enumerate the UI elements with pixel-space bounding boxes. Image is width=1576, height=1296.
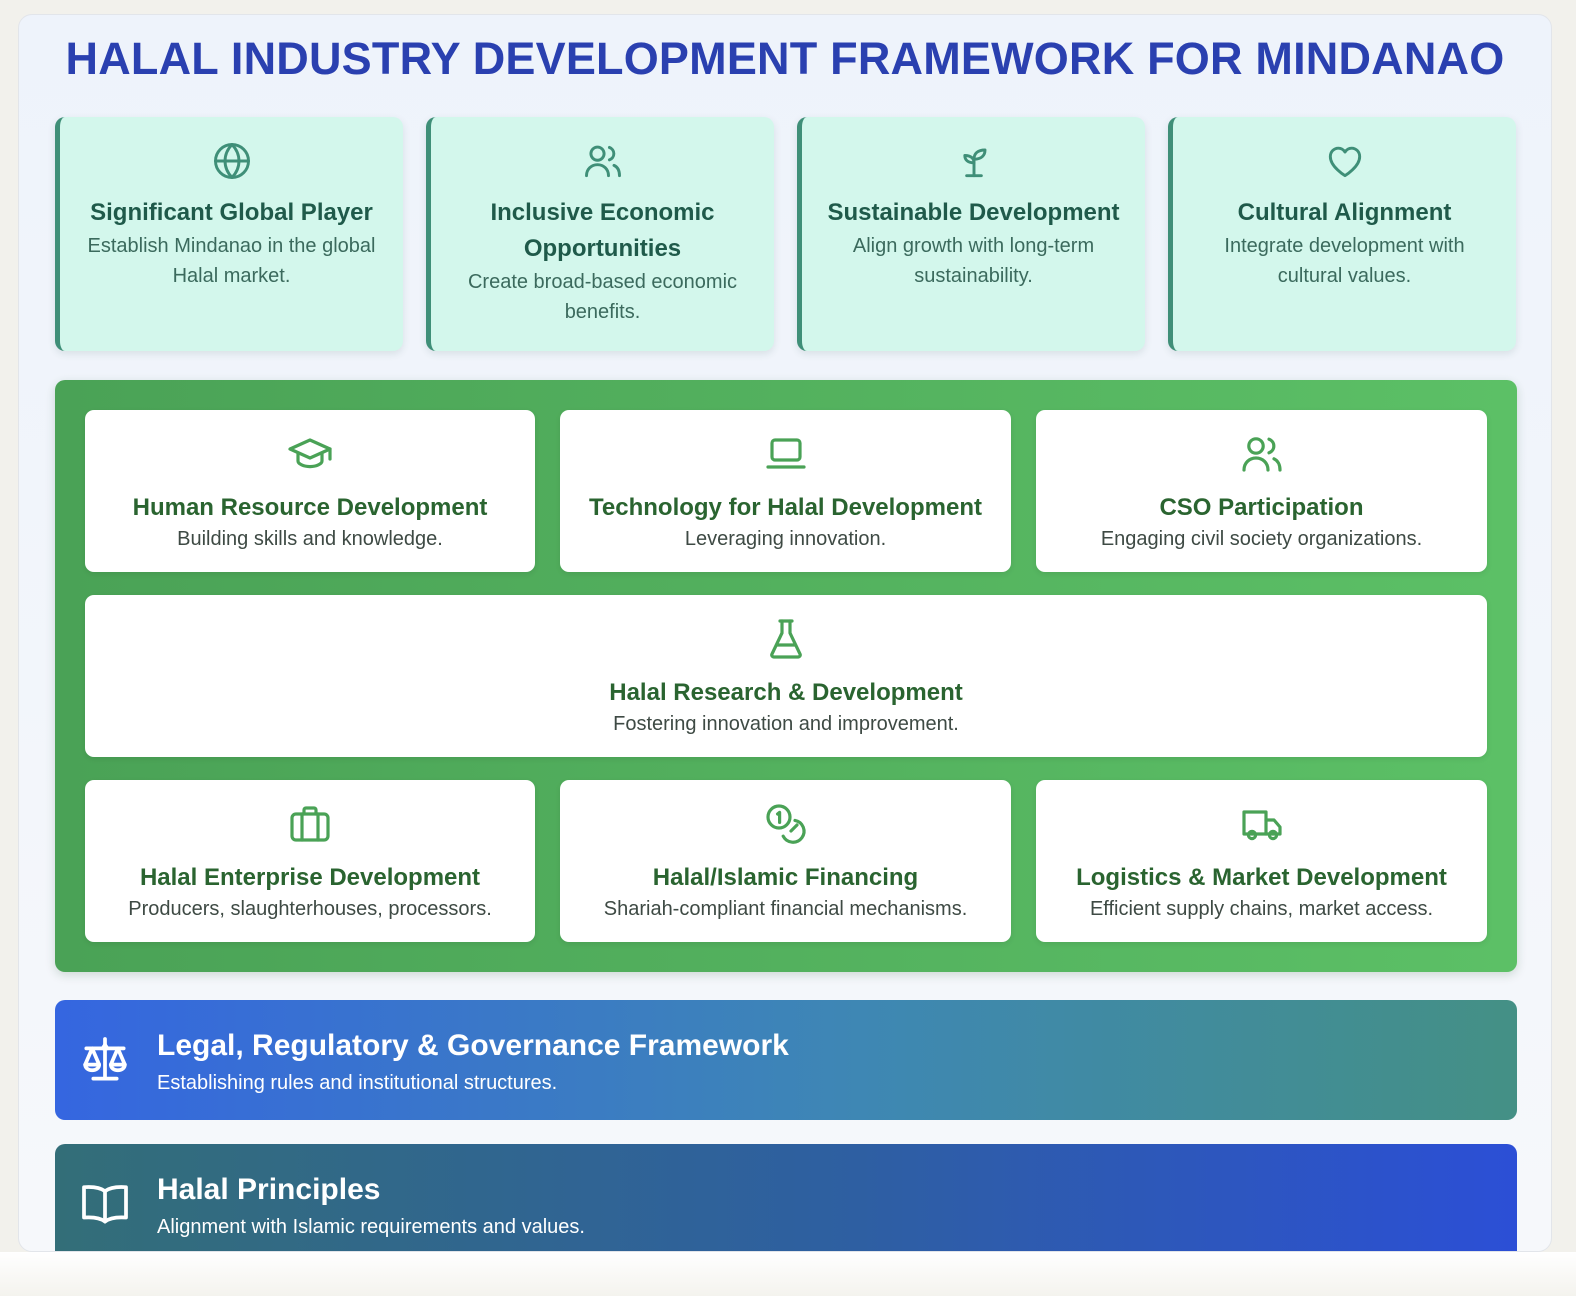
goal-title: Sustainable Development <box>827 199 1120 226</box>
pillar-card-cso: CSO Participation Engaging civil society… <box>1036 410 1487 572</box>
pillar-description: Fostering innovation and improvement. <box>613 713 959 735</box>
pillar-description: Producers, slaughterhouses, processors. <box>128 898 492 920</box>
banner-title: Legal, Regulatory & Governance Framework <box>157 1029 789 1062</box>
pillar-card-human-resource: Human Resource Development Building skil… <box>85 410 535 572</box>
pillar-title: Logistics & Market Development <box>1076 864 1447 891</box>
users-icon <box>1241 437 1282 472</box>
halal-principles-banner: Halal Principles Alignment with Islamic … <box>55 1144 1517 1251</box>
pillar-description: Engaging civil society organizations. <box>1100 528 1423 550</box>
pillar-description: Efficient supply chains, market access. <box>1089 898 1434 920</box>
pillar-description: Leveraging innovation. <box>684 528 887 550</box>
truck-icon <box>1241 810 1282 841</box>
globe-icon <box>213 143 250 179</box>
banner-description: Alignment with Islamic requirements and … <box>157 1216 585 1238</box>
banner-description: Establishing rules and institutional str… <box>157 1072 558 1094</box>
goal-card-sustainable: Sustainable Development Align growth wit… <box>797 117 1145 351</box>
pillar-description: Shariah-compliant financial mechanisms. <box>603 898 968 920</box>
window-bottom-edge <box>0 1252 1576 1296</box>
pillar-title: Halal Enterprise Development <box>139 864 481 891</box>
pillar-title: CSO Participation <box>1159 494 1364 521</box>
goal-description: Establish Mindanao in the global Halal m… <box>87 235 376 287</box>
pillar-title: Technology for Halal Development <box>589 494 982 521</box>
pillar-card-logistics: Logistics & Market Development Efficient… <box>1036 780 1487 942</box>
briefcase-icon <box>290 806 330 842</box>
page-title: HALAL INDUSTRY DEVELOPMENT FRAMEWORK FOR… <box>65 33 1505 84</box>
scale-icon <box>83 1037 127 1081</box>
goal-description: Align growth with long-term sustainabili… <box>852 235 1095 287</box>
banner-title: Halal Principles <box>157 1173 381 1206</box>
framework-container: HALAL INDUSTRY DEVELOPMENT FRAMEWORK FOR… <box>18 14 1552 1252</box>
pillar-card-technology: Technology for Halal Development Leverag… <box>560 410 1011 572</box>
laptop-icon <box>765 438 806 469</box>
graduation-cap-icon <box>288 438 332 469</box>
goal-title: Significant Global Player <box>90 199 373 226</box>
pillar-card-financing: Halal/Islamic Financing Shariah-complian… <box>560 780 1011 942</box>
goal-title: Inclusive Economic Opportunities <box>490 199 715 262</box>
pillar-card-research: Halal Research & Development Fostering i… <box>85 595 1487 757</box>
sprout-icon <box>962 148 986 178</box>
goals-row: Significant Global Player Establish Mind… <box>55 117 1517 351</box>
book-icon <box>82 1185 128 1224</box>
legal-framework-banner: Legal, Regulatory & Governance Framework… <box>55 1000 1517 1120</box>
pillar-title: Halal Research & Development <box>609 679 963 706</box>
goal-description: Create broad-based economic benefits. <box>467 271 738 323</box>
goal-description: Integrate development with cultural valu… <box>1224 235 1465 287</box>
pillar-card-enterprise: Halal Enterprise Development Producers, … <box>85 780 535 942</box>
pillar-title: Human Resource Development <box>132 494 488 521</box>
goal-title: Cultural Alignment <box>1237 199 1452 226</box>
pillar-title: Halal/Islamic Financing <box>652 864 919 891</box>
goal-card-inclusive-economic: Inclusive Economic Opportunities Create … <box>426 117 774 351</box>
goal-card-cultural: Cultural Alignment Integrate development… <box>1168 117 1516 351</box>
pillar-description: Building skills and knowledge. <box>177 528 443 550</box>
goal-card-global-player: Significant Global Player Establish Mind… <box>55 117 403 351</box>
pillars-panel: Human Resource Development Building skil… <box>55 380 1517 972</box>
coins-icon <box>765 804 806 844</box>
flask-icon <box>770 619 802 659</box>
heart-icon <box>1328 146 1361 178</box>
users-icon <box>584 145 621 178</box>
